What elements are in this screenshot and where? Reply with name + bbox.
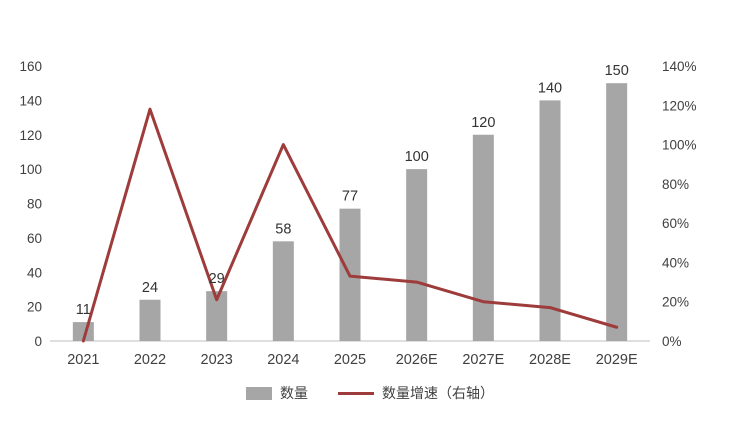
bar-value-label: 140	[538, 80, 562, 96]
bar-series-swatch	[246, 386, 272, 400]
line-series-swatch	[338, 391, 374, 395]
left-axis-tick-label: 60	[27, 231, 42, 246]
bar	[139, 299, 161, 341]
x-axis-tick-label: 2028E	[529, 352, 571, 368]
legend-label-bar-series: 数量	[280, 385, 308, 401]
left-axis-tick-label: 80	[27, 197, 42, 212]
right-axis-tick-label: 120%	[662, 98, 697, 113]
left-axis-tick-label: 100	[19, 162, 42, 177]
left-axis-tick-label: 120	[19, 128, 42, 143]
bar-value-label: 24	[142, 280, 158, 296]
x-axis-tick-label: 2024	[267, 352, 299, 368]
x-axis-tick-label: 2026E	[396, 352, 438, 368]
bar	[606, 83, 628, 341]
bar	[272, 241, 294, 341]
legend-item-bar-series: 数量	[246, 383, 308, 403]
combo-bar-line-chart: 0 20 40 60 80 100 120 140 160 0% 20% 40% 60% 80% 100% 1…	[19, 59, 697, 368]
bar-value-label: 11	[76, 302, 91, 318]
legend-item-line-series: 数量增速（右轴）	[338, 383, 494, 403]
bar	[406, 169, 428, 341]
right-axis-tick-label: 100%	[662, 138, 697, 153]
bar	[472, 134, 494, 341]
bar-value-label: 120	[471, 115, 495, 131]
left-axis-tick-label: 40	[27, 265, 42, 280]
bar-value-label: 77	[342, 189, 358, 205]
bar-value-label: 100	[405, 149, 429, 165]
x-axis-tick-label: 2023	[201, 352, 233, 368]
x-axis-tick-label: 2029E	[596, 352, 638, 368]
bar	[539, 100, 561, 341]
bar-value-label: 150	[605, 63, 629, 79]
left-axis-tick-label: 160	[19, 59, 42, 74]
bar	[206, 291, 228, 341]
x-axis-tick-label: 2025	[334, 352, 366, 368]
bar-value-label: 58	[275, 221, 291, 237]
growth-line-series	[81, 107, 619, 343]
right-axis-tick-label: 0%	[662, 334, 682, 349]
bar-value-label: 29	[209, 271, 225, 287]
x-axis-tick-label: 2027E	[462, 352, 504, 368]
right-axis-tick-label: 40%	[662, 255, 689, 270]
left-axis-tick-label: 0	[34, 334, 42, 349]
x-axis-tick-label: 2022	[134, 352, 166, 368]
right-axis-tick-label: 60%	[662, 216, 689, 231]
left-axis-tick-label: 20	[27, 300, 42, 315]
right-axis-tick-label: 140%	[662, 59, 697, 74]
legend: 数量 数量增速（右轴）	[246, 383, 494, 403]
legend-label-line-series: 数量增速（右轴）	[382, 385, 494, 401]
right-axis-tick-label: 80%	[662, 177, 689, 192]
right-axis-tick-label: 20%	[662, 295, 689, 310]
left-axis-tick-label: 140	[19, 93, 42, 108]
x-axis-tick-label: 2021	[67, 352, 99, 368]
